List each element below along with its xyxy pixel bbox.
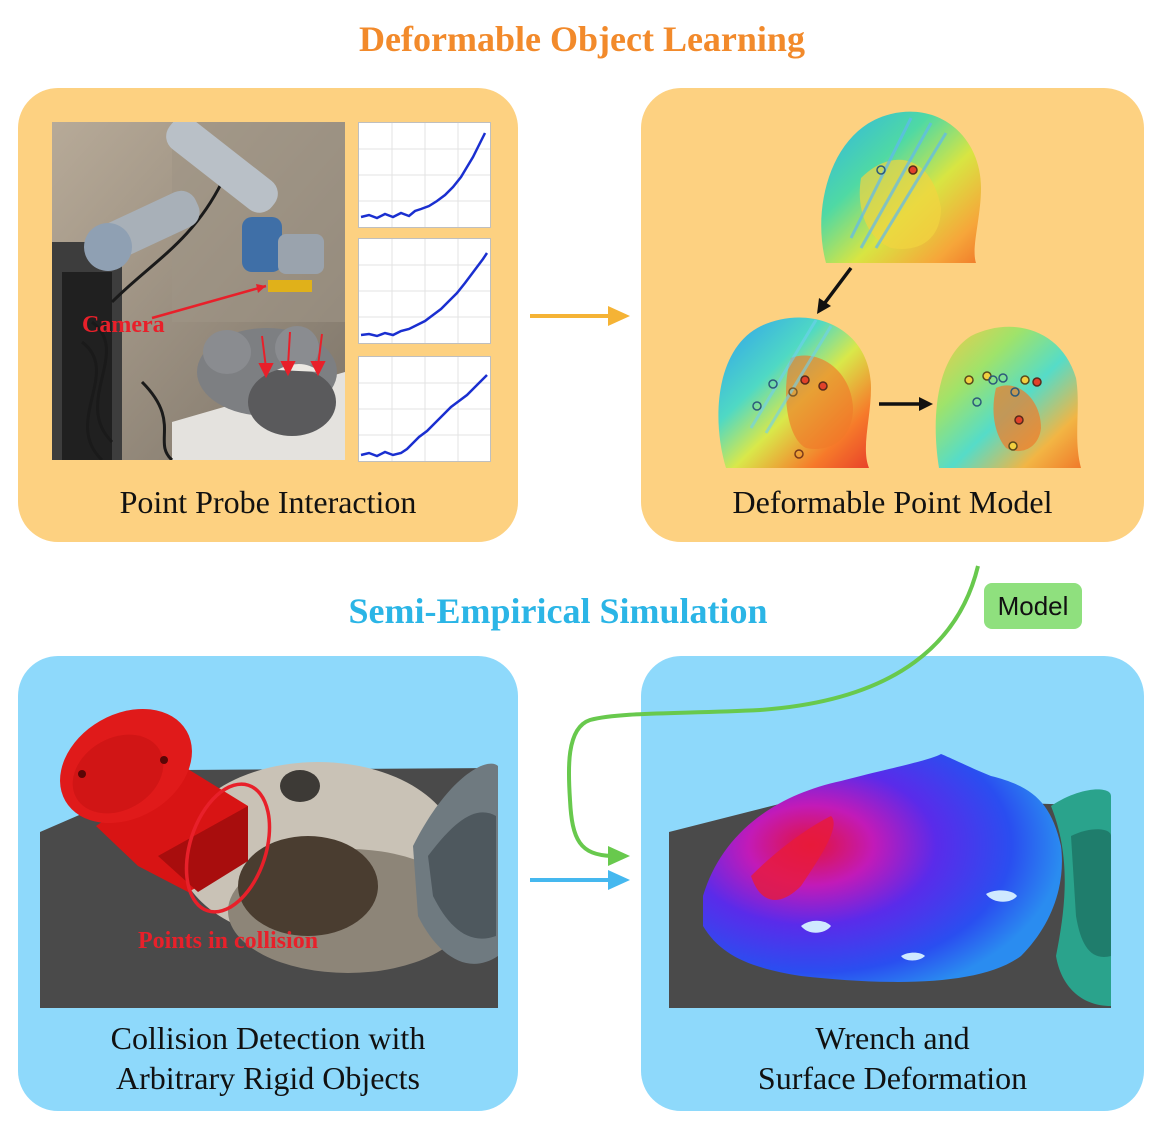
rigid-object <box>60 708 248 892</box>
probe-point <box>964 375 974 385</box>
probe-point <box>794 449 804 459</box>
probe-point <box>1008 441 1018 451</box>
force-curve <box>360 252 489 338</box>
collision-highlight <box>184 782 272 914</box>
collision-label: Points in collision <box>138 928 318 954</box>
panel-point-probe: Camera Point Probe I <box>18 88 518 542</box>
force-plot-2 <box>358 238 491 344</box>
arrow-simulation <box>530 870 630 890</box>
probe-point <box>876 165 886 175</box>
arrow-learning <box>530 306 630 326</box>
heatmap-top <box>821 111 981 264</box>
panel-deformable-model: Deformable Point Model <box>641 88 1144 542</box>
probe-point <box>752 401 762 411</box>
probe-point <box>788 387 798 397</box>
probe-point <box>908 165 918 175</box>
force-curve <box>360 374 488 458</box>
robot-photo: Camera <box>52 122 345 460</box>
force-plot-3 <box>358 356 491 462</box>
caption-collision-line2: Arbitrary Rigid Objects <box>116 1060 420 1096</box>
caption-point-probe: Point Probe Interaction <box>119 484 417 520</box>
section-title-simulation: Semi-Empirical Simulation <box>348 591 768 631</box>
model-badge: Model <box>984 583 1082 629</box>
caption-collision-line1: Collision Detection with <box>110 1020 426 1056</box>
caption-deformable-model: Deformable Point Model <box>732 484 1053 520</box>
probe-point <box>768 379 778 389</box>
probe-point <box>818 381 828 391</box>
heatmap-bottom-left <box>718 317 871 468</box>
panel-collision-detection: Points in collision Collision Detection … <box>18 656 518 1111</box>
probe-point <box>1010 387 1020 397</box>
probe-point <box>988 375 998 385</box>
probe-point <box>1014 415 1024 425</box>
force-plot-1 <box>358 122 491 228</box>
probe-point <box>1020 375 1030 385</box>
probe-point <box>1032 377 1042 387</box>
force-curve <box>360 132 487 220</box>
probe-point <box>998 373 1008 383</box>
caption-wrench-line1: Wrench and <box>815 1020 970 1056</box>
panel-wrench-deformation: Wrench and Surface Deformation <box>641 656 1144 1111</box>
probe-point <box>972 397 982 407</box>
probe-point <box>800 375 810 385</box>
heatmap-bottom-right <box>935 326 1081 468</box>
section-title-learning: Deformable Object Learning <box>359 19 805 59</box>
caption-wrench-line2: Surface Deformation <box>757 1060 1028 1096</box>
camera-label: Camera <box>82 312 165 338</box>
